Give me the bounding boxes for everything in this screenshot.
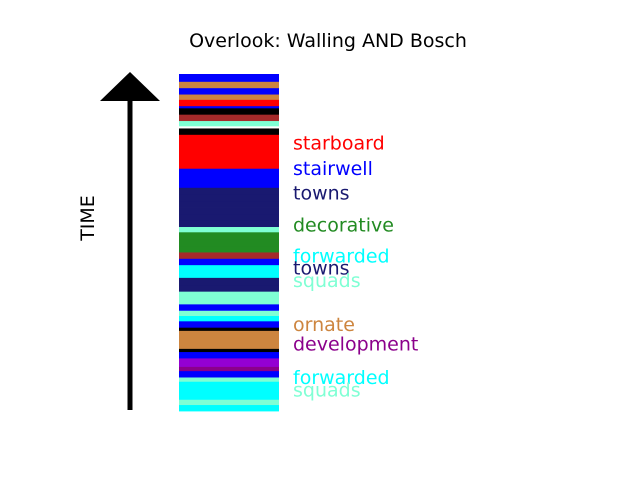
time-band-52 <box>179 74 279 82</box>
time-arrow-head <box>100 72 160 101</box>
band-label-6: squads <box>293 270 361 292</box>
time-band-40 <box>179 142 279 152</box>
time-band-9 <box>179 351 279 359</box>
time-band-37 <box>179 168 279 176</box>
time-band-20 <box>179 277 279 286</box>
time-band-35 <box>179 181 279 188</box>
time-band-5 <box>179 377 279 382</box>
time-band-19 <box>179 284 279 292</box>
time-band-23 <box>179 258 279 266</box>
time-band-14 <box>179 315 279 322</box>
time-band-47 <box>179 105 279 109</box>
time-band-24 <box>179 252 279 259</box>
band-label-4: forwarded <box>293 246 390 268</box>
time-band-44 <box>179 120 279 127</box>
time-band-25 <box>179 245 279 253</box>
time-band-29 <box>179 220 279 228</box>
band-label-3: development <box>293 333 418 355</box>
time-band-45 <box>179 114 279 122</box>
time-band-3 <box>179 386 279 394</box>
chart-title: Overlook: Walling AND Bosch <box>189 30 467 52</box>
time-band-1 <box>179 399 279 406</box>
time-band-22 <box>179 264 279 272</box>
time-band-7 <box>179 366 279 372</box>
band-label-1: squads <box>293 379 361 401</box>
time-band-2 <box>179 392 279 400</box>
band-label-2: ornate <box>293 314 355 336</box>
time-band-26 <box>179 239 279 247</box>
time-band-30 <box>179 213 279 221</box>
time-band-27 <box>179 231 279 240</box>
time-band-43 <box>179 125 279 129</box>
time-band-8 <box>179 358 279 367</box>
time-band-38 <box>179 159 279 169</box>
band-label-0: forwarded <box>293 367 390 389</box>
time-band-18 <box>179 291 279 299</box>
time-band-17 <box>179 297 279 305</box>
time-band-13 <box>179 320 279 328</box>
band-labels: forwardedsquadsornatedevelopmentforwarde… <box>293 133 418 402</box>
time-band-15 <box>179 310 279 317</box>
time-band-10 <box>179 348 279 353</box>
time-band-6 <box>179 370 279 378</box>
time-bands <box>179 74 279 412</box>
time-band-12 <box>179 327 279 331</box>
time-band-39 <box>179 151 279 161</box>
time-band-41 <box>179 134 279 144</box>
time-band-16 <box>179 303 279 311</box>
time-band-4 <box>179 381 279 388</box>
band-label-10: starboard <box>293 133 385 155</box>
time-band-51 <box>179 81 279 89</box>
time-band-42 <box>179 128 279 135</box>
time-band-0 <box>179 404 279 412</box>
time-band-11 <box>179 330 279 349</box>
time-band-46 <box>179 107 279 115</box>
time-band-32 <box>179 201 279 208</box>
band-label-8: towns <box>293 183 350 205</box>
band-label-7: decorative <box>293 215 394 237</box>
time-band-36 <box>179 174 279 182</box>
time-band-33 <box>179 193 279 202</box>
time-band-21 <box>179 271 279 278</box>
band-label-9: stairwell <box>293 158 373 180</box>
time-band-28 <box>179 226 279 233</box>
band-label-5: towns <box>293 258 350 280</box>
time-arrow <box>100 72 160 410</box>
time-band-34 <box>179 187 279 195</box>
time-band-50 <box>179 87 279 95</box>
time-band-49 <box>179 94 279 100</box>
time-band-31 <box>179 207 279 215</box>
time-band-48 <box>179 99 279 107</box>
